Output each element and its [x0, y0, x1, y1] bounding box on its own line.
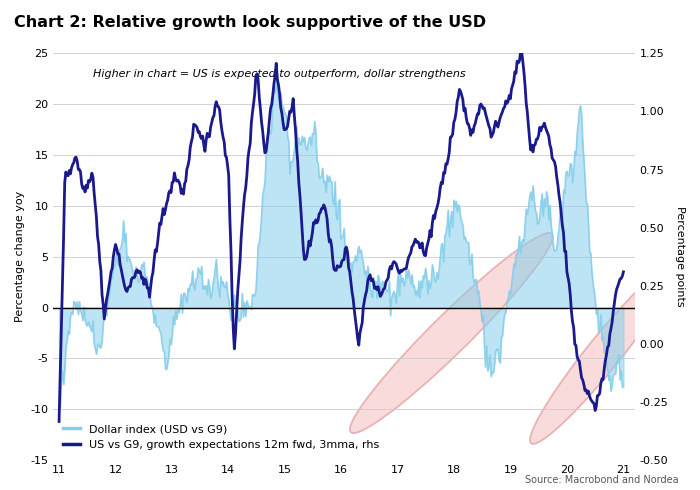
Y-axis label: Percentage points: Percentage points [675, 206, 685, 307]
Legend: Dollar index (USD vs G9), US vs G9, growth expectations 12m fwd, 3mma, rhs: Dollar index (USD vs G9), US vs G9, grow… [59, 420, 384, 455]
Y-axis label: Percentage change yoy: Percentage change yoy [15, 191, 25, 322]
Ellipse shape [350, 233, 553, 433]
Text: Source: Macrobond and Nordea: Source: Macrobond and Nordea [526, 475, 679, 485]
Text: Higher in chart = US is expected to outperform, dollar strengthens: Higher in chart = US is expected to outp… [93, 69, 466, 78]
Text: Chart 2: Relative growth look supportive of the USD: Chart 2: Relative growth look supportive… [14, 15, 486, 30]
Ellipse shape [530, 263, 678, 444]
